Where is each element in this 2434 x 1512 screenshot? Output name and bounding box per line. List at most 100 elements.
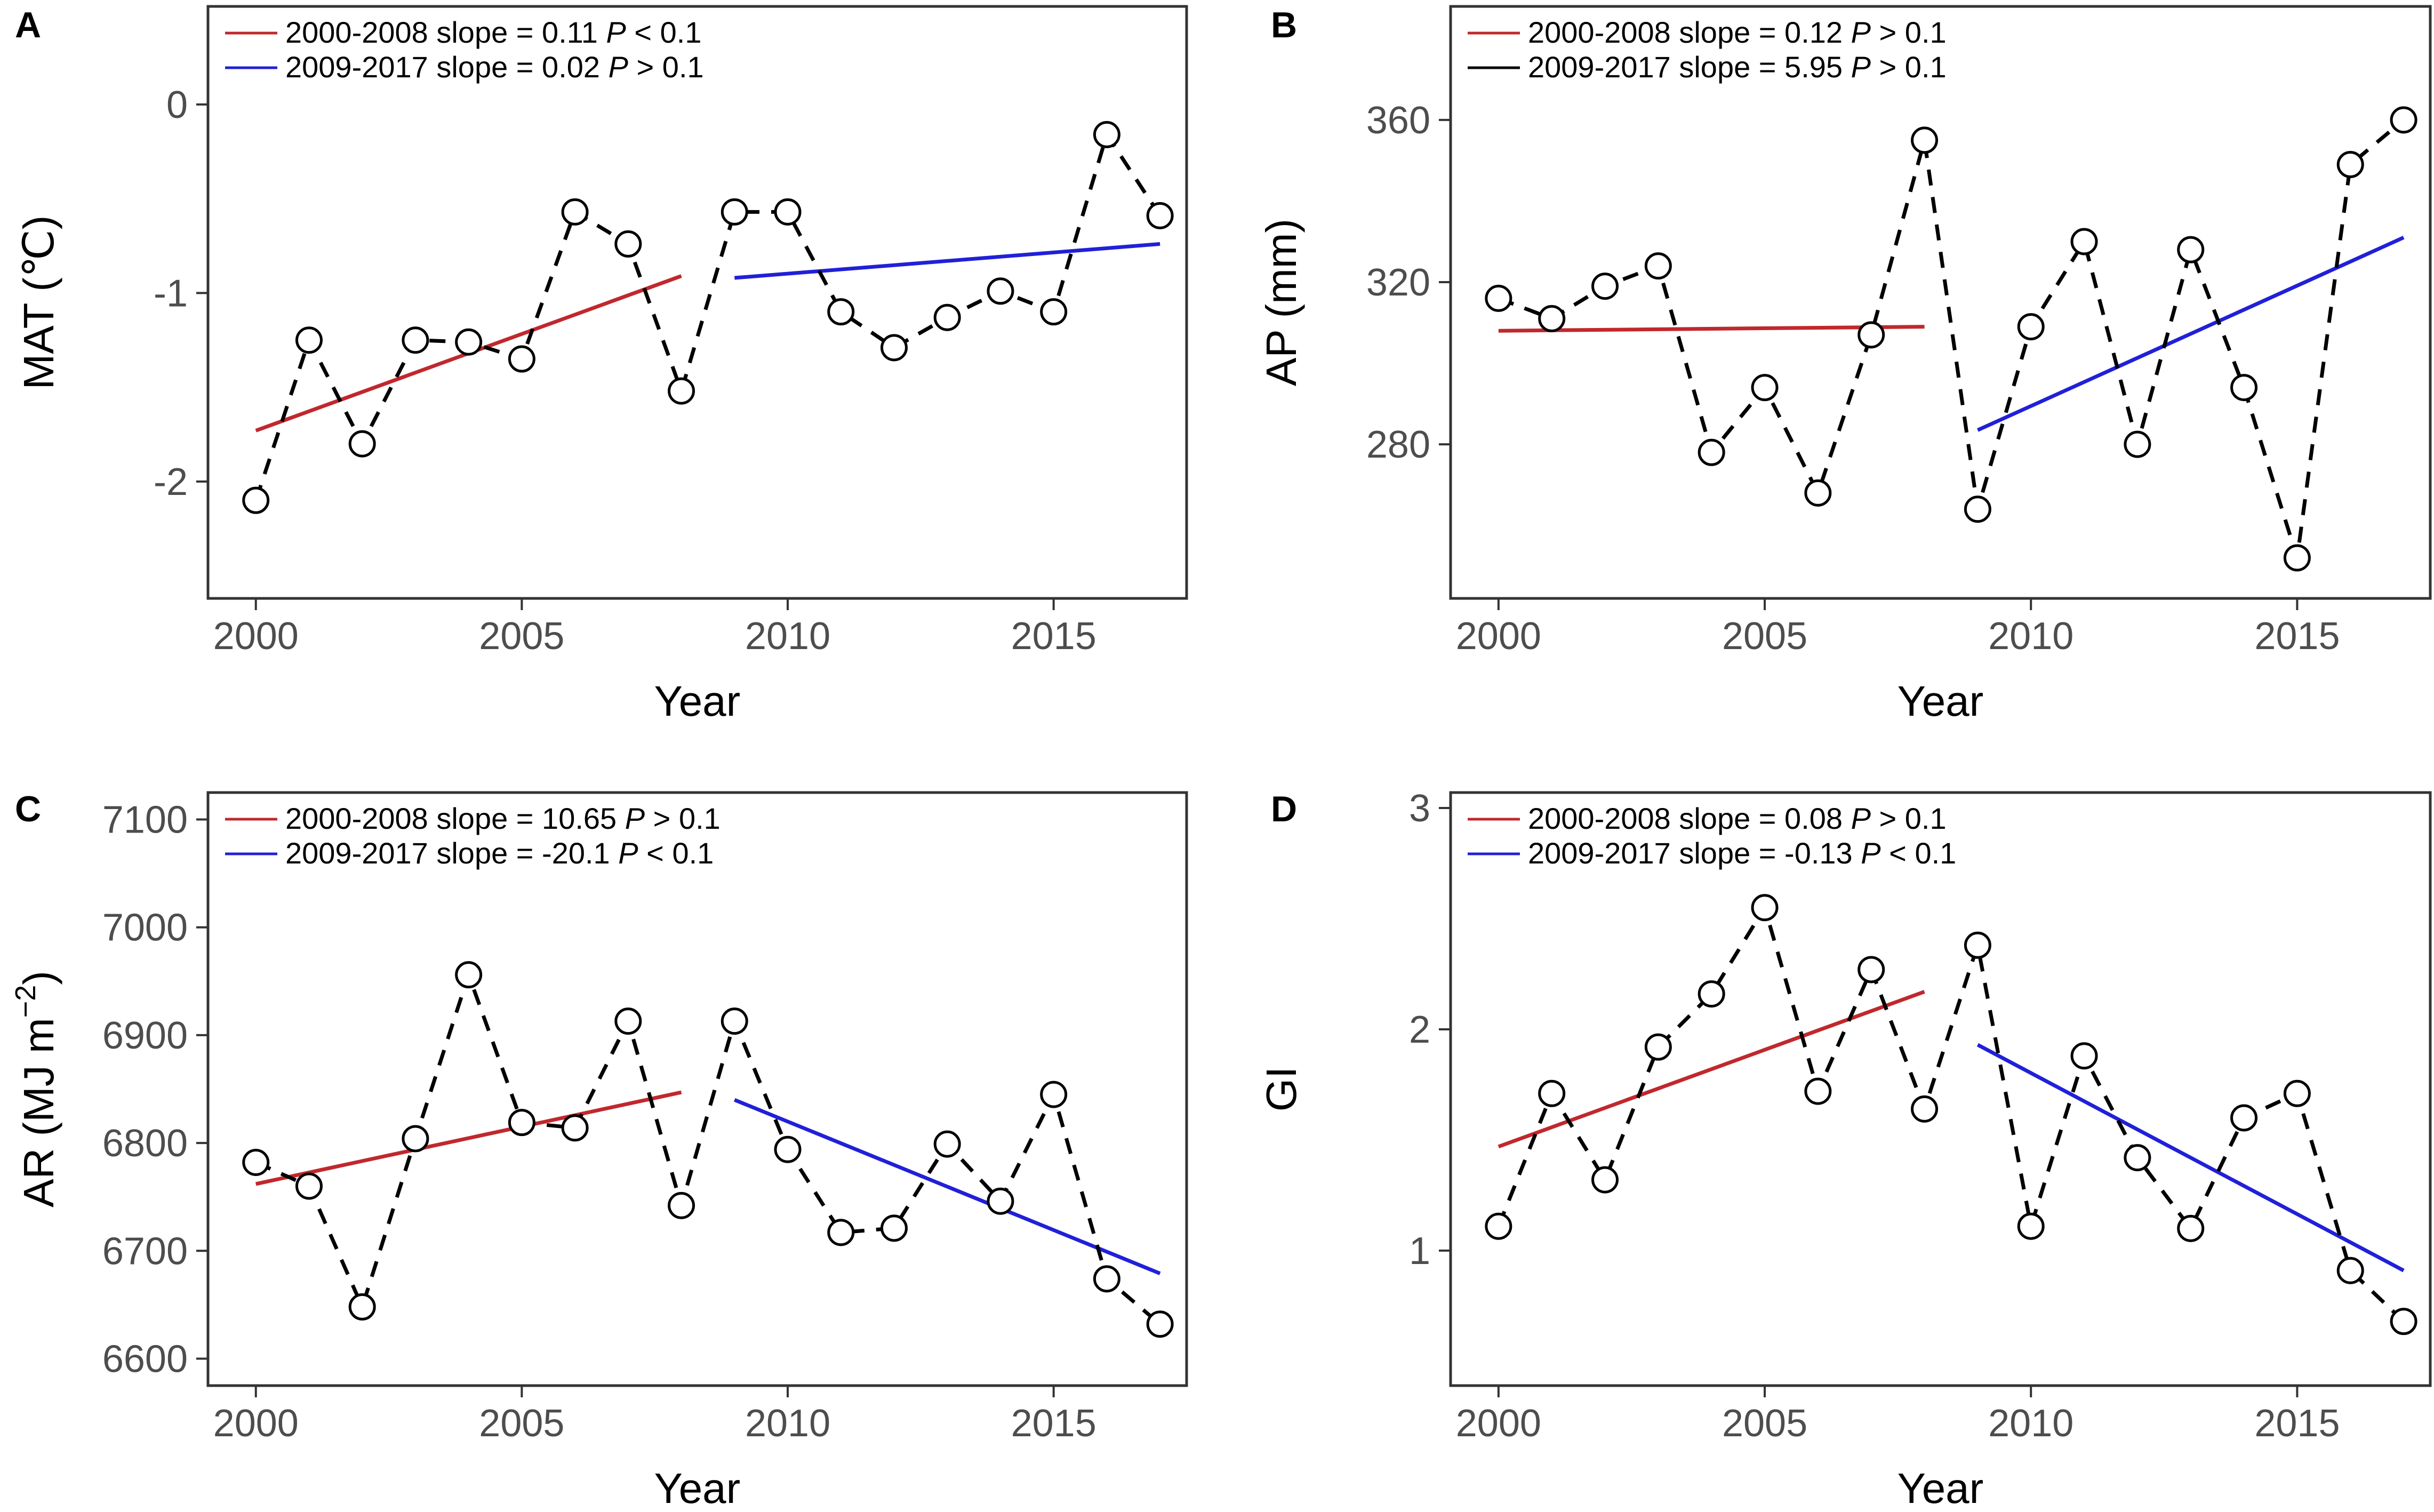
legend-label: 2000-2008 slope = 10.65 <box>285 802 616 835</box>
y-axis-title: AR (MJ m−2) <box>10 971 62 1207</box>
legend-entry: 2000-2008 slope = 0.12 P > 0.1 <box>1528 15 1947 49</box>
data-point <box>1857 321 1885 349</box>
y-tick-label: -2 <box>154 461 188 503</box>
x-tick-label: 2015 <box>1011 1402 1096 1445</box>
legend-entry: 2000-2008 slope = 10.65 P > 0.1 <box>285 802 720 835</box>
trend-line-2000-2008 <box>1498 325 1925 333</box>
data-point <box>1964 495 1991 523</box>
panel-letter: C <box>15 789 41 829</box>
x-tick-label: 2015 <box>1011 615 1096 658</box>
x-tick-label: 2005 <box>479 1402 564 1445</box>
legend-p-value: < 0.1 <box>638 836 714 870</box>
data-point <box>933 1130 961 1158</box>
panel-c: C 2000 2005 2010 2015 7100 7000 6900 6800 6700 660… <box>10 789 1188 1512</box>
plot-frame <box>1449 5 2432 600</box>
y-tick-label: 7000 <box>102 907 188 949</box>
data-point <box>2070 228 2098 255</box>
y-tick-label: 2 <box>1409 1009 1430 1051</box>
data-point <box>2230 374 2258 402</box>
legend-entry: 2009-2017 slope = -0.13 P < 0.1 <box>1528 836 1956 870</box>
data-point <box>348 430 376 458</box>
data-point <box>2017 313 2045 341</box>
series-line <box>254 130 1162 501</box>
data-point <box>2390 106 2417 134</box>
data-point <box>455 328 483 356</box>
data-point <box>1911 1095 1939 1123</box>
legend-label: 2009-2017 slope = 5.95 <box>1528 50 1843 84</box>
data-point <box>1751 374 1779 402</box>
y-tick-label: 1 <box>1409 1230 1430 1273</box>
y-axis-title-main: MAT (℃) <box>15 215 62 390</box>
legend-p-symbol: P <box>1861 836 1880 870</box>
data-point <box>987 277 1014 305</box>
data-point <box>668 1191 695 1219</box>
data-point <box>1644 1033 1672 1061</box>
data-point <box>2283 544 2311 572</box>
data-point <box>987 1187 1014 1215</box>
legend-p-symbol: P <box>1851 15 1871 49</box>
y-tick-label: 0 <box>166 84 188 126</box>
x-tick-label: 2015 <box>2254 615 2340 658</box>
series-line <box>255 969 1162 1326</box>
legend-p-symbol: P <box>1851 802 1871 835</box>
data-point <box>348 1293 376 1321</box>
data-point <box>1093 121 1120 148</box>
x-tick-label: 2000 <box>1456 615 1541 658</box>
legend-p-symbol: P <box>608 50 628 84</box>
y-tick-label: 6700 <box>102 1230 188 1273</box>
y-tick-label: 6900 <box>102 1014 188 1057</box>
legend-p-symbol: P <box>1851 50 1871 84</box>
data-point <box>933 303 961 331</box>
data-point <box>1804 479 1832 507</box>
legend-p-value: > 0.1 <box>1871 15 1947 49</box>
x-tick-label: 2005 <box>479 615 564 658</box>
y-axis-title: AP (mm) <box>1258 219 1305 386</box>
x-axis-title: Year <box>654 677 741 725</box>
x-tick-label: 2015 <box>2254 1402 2340 1445</box>
data-point <box>2336 151 2364 179</box>
y-tick-label: 320 <box>1366 261 1430 304</box>
data-point <box>402 326 429 354</box>
legend-p-symbol: P <box>618 836 638 870</box>
y-axis-title-superscript: −2 <box>10 985 42 1018</box>
data-point <box>508 345 535 373</box>
panel-letter: B <box>1271 5 1297 45</box>
y-axis-title-end: ) <box>15 971 62 985</box>
x-tick-label: 2010 <box>1988 615 2073 658</box>
data-point <box>2124 1144 2151 1172</box>
data-point <box>1146 202 1174 229</box>
plot-frame <box>206 5 1188 600</box>
data-point <box>2177 236 2205 263</box>
legend-label: 2000-2008 slope = 0.12 <box>1528 15 1843 49</box>
data-point <box>1093 1265 1120 1293</box>
trend-line-2000-2008 <box>1498 990 1925 1149</box>
data-point <box>295 1172 323 1200</box>
data-point <box>242 1148 270 1176</box>
data-point <box>774 1135 802 1163</box>
y-tick-label: -1 <box>154 272 188 315</box>
legend-label: 2009-2017 slope = -20.1 <box>285 836 610 870</box>
legend-entry: 2000-2008 slope = 0.11 P < 0.1 <box>285 15 702 49</box>
legend-entry: 2009-2017 slope = 5.95 P > 0.1 <box>1528 50 1947 84</box>
plot-frame <box>1449 791 2432 1387</box>
data-point <box>614 1007 642 1035</box>
series-line <box>1496 903 2405 1323</box>
trend-line-2009-2017 <box>1976 1043 2405 1273</box>
legend-label: 2009-2017 slope = 0.02 <box>285 50 600 84</box>
data-point <box>614 230 642 258</box>
data-point <box>1804 1077 1832 1105</box>
legend-p-value: > 0.1 <box>645 802 720 835</box>
legend-gap <box>1843 15 1851 49</box>
data-point <box>1538 305 1566 332</box>
panel-d: D 2000 2005 2010 2015 3 2 1 Year GI 2000-2008 slop… <box>1258 787 2432 1512</box>
data-point <box>720 1007 748 1035</box>
data-point <box>1485 1212 1512 1240</box>
data-point <box>1644 252 1672 280</box>
legend-gap <box>1843 50 1851 84</box>
data-point <box>880 1214 908 1242</box>
data-point <box>2230 1104 2258 1132</box>
y-axis-title-main: AR (MJ m <box>15 1018 62 1207</box>
data-point <box>1040 298 1068 326</box>
data-point <box>1591 273 1619 300</box>
